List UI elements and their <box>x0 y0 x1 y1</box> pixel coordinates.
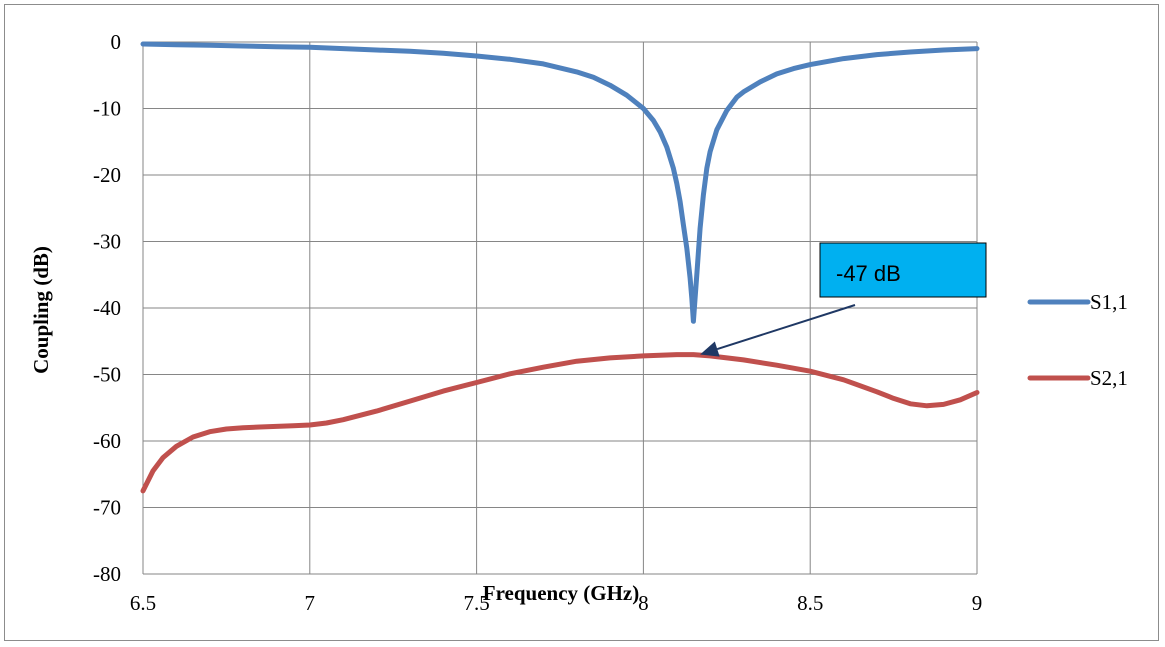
legend-label-s21: S2,1 <box>1090 366 1128 390</box>
annotation-text: -47 dB <box>836 261 901 286</box>
annotation-arrowhead <box>700 341 720 357</box>
x-axis-title: Frequency (GHz) <box>483 581 640 605</box>
series-line-s21 <box>140 352 980 494</box>
x-tick-label: 8.5 <box>797 591 823 615</box>
y-tick-label: -60 <box>93 429 121 453</box>
y-tick-label: -80 <box>93 562 121 586</box>
y-tick-label: 0 <box>111 30 122 54</box>
chart-frame <box>4 4 1159 641</box>
y-tick-label: -30 <box>93 230 121 254</box>
y-tick-label: -40 <box>93 296 121 320</box>
legend: S1,1 S2,1 <box>1027 290 1128 390</box>
y-tick-label: -20 <box>93 163 121 187</box>
annotation-box <box>819 242 987 298</box>
y-axis-title: Coupling (dB) <box>29 246 53 374</box>
x-tick-label: 7.5 <box>463 591 489 615</box>
y-tick-label: -10 <box>93 97 121 121</box>
annotation-arrow <box>716 304 856 351</box>
legend-label-s11: S1,1 <box>1090 290 1128 314</box>
annotation: -47 dB <box>700 242 987 357</box>
grid-lines <box>142 41 978 575</box>
tick-labels: 0 -10 -20 -30 -40 -50 -60 -70 -80 6.5 7 7.5 8 8.5 9 <box>93 30 982 615</box>
x-tick-label: 8 <box>638 591 649 615</box>
series-line-s11 <box>140 41 980 324</box>
x-tick-label: 6.5 <box>130 591 156 615</box>
y-tick-label: -50 <box>93 363 121 387</box>
y-tick-label: -70 <box>93 496 121 520</box>
x-tick-label: 7 <box>305 591 316 615</box>
series-lines <box>140 41 980 494</box>
x-tick-label: 9 <box>972 591 983 615</box>
